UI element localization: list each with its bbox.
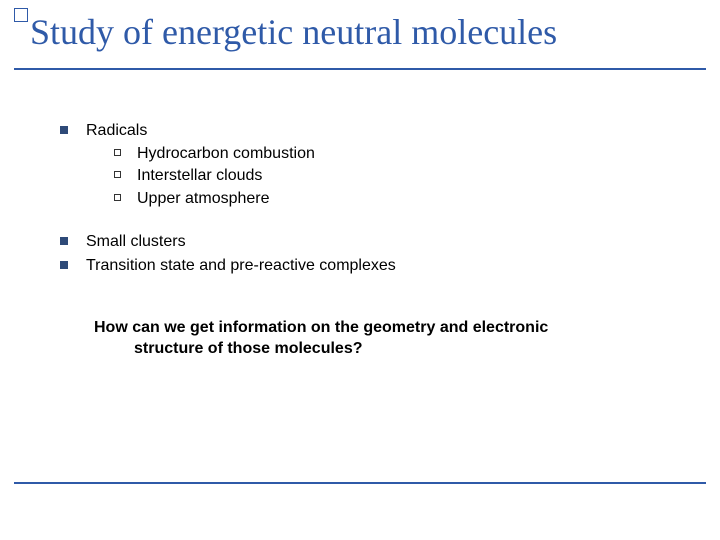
square-bullet-icon — [60, 261, 68, 269]
list-item: Small clusters — [60, 231, 680, 253]
list-item: Transition state and pre-reactive comple… — [60, 255, 680, 277]
slide: Study of energetic neutral molecules Rad… — [0, 0, 720, 540]
square-bullet-icon — [60, 237, 68, 245]
spacer — [60, 211, 680, 231]
sub-list: Hydrocarbon combustion Interstellar clou… — [86, 143, 680, 210]
title-underline — [14, 68, 706, 70]
hollow-square-icon — [114, 194, 121, 201]
sub-list-item: Upper atmosphere — [114, 188, 680, 210]
question-line-1: How can we get information on the geomet… — [94, 319, 548, 336]
content-area: Radicals Hydrocarbon combustion Interste… — [60, 120, 680, 360]
list-item-label: Radicals Hydrocarbon combustion Interste… — [86, 120, 680, 209]
hollow-square-icon — [114, 149, 121, 156]
question-text: How can we get information on the geomet… — [94, 317, 654, 360]
sub-list-item: Interstellar clouds — [114, 165, 680, 187]
sub-list-item: Hydrocarbon combustion — [114, 143, 680, 165]
list-item-text: Small clusters — [86, 231, 680, 253]
list-item: Radicals Hydrocarbon combustion Interste… — [60, 120, 680, 209]
corner-ornament — [14, 8, 28, 22]
sub-list-item-text: Interstellar clouds — [137, 165, 262, 187]
square-bullet-icon — [60, 126, 68, 134]
question-line-2: structure of those molecules? — [134, 338, 654, 360]
list-item-text: Radicals — [86, 122, 147, 139]
slide-title: Study of energetic neutral molecules — [30, 14, 557, 52]
hollow-square-icon — [114, 171, 121, 178]
bottom-underline — [14, 482, 706, 484]
list-item-text: Transition state and pre-reactive comple… — [86, 255, 680, 277]
sub-list-item-text: Upper atmosphere — [137, 188, 270, 210]
sub-list-item-text: Hydrocarbon combustion — [137, 143, 315, 165]
